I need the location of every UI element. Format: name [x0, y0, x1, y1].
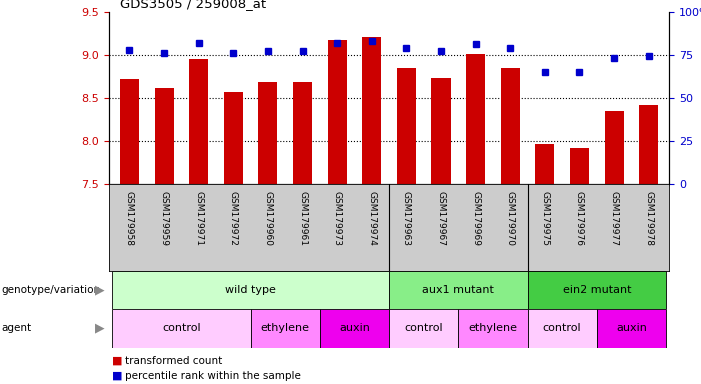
Bar	[112, 309, 250, 348]
Text: ■: ■	[112, 371, 123, 381]
Bar	[397, 68, 416, 184]
Text: ▶: ▶	[95, 283, 104, 296]
Bar	[597, 309, 666, 348]
Text: GDS3505 / 259008_at: GDS3505 / 259008_at	[120, 0, 266, 10]
Bar	[120, 79, 139, 184]
Text: GSM179978: GSM179978	[644, 191, 653, 246]
Text: GSM179972: GSM179972	[229, 191, 238, 246]
Text: GSM179971: GSM179971	[194, 191, 203, 246]
Text: ethylene: ethylene	[468, 323, 517, 333]
Text: GSM179961: GSM179961	[298, 191, 307, 246]
Text: GSM179969: GSM179969	[471, 191, 480, 246]
Text: GSM179963: GSM179963	[402, 191, 411, 246]
Text: ■: ■	[112, 356, 123, 366]
Text: auxin: auxin	[616, 323, 647, 333]
Bar	[320, 309, 389, 348]
Text: control: control	[162, 323, 200, 333]
Text: GSM179976: GSM179976	[575, 191, 584, 246]
Text: control: control	[543, 323, 581, 333]
Bar	[362, 38, 381, 184]
Bar	[528, 271, 666, 309]
Text: percentile rank within the sample: percentile rank within the sample	[125, 371, 301, 381]
Text: auxin: auxin	[339, 323, 370, 333]
Bar	[250, 309, 320, 348]
Text: GSM179959: GSM179959	[160, 191, 168, 246]
Bar	[501, 68, 519, 184]
Bar	[389, 309, 458, 348]
Text: ein2 mutant: ein2 mutant	[562, 285, 631, 295]
Text: GSM179975: GSM179975	[540, 191, 550, 246]
Bar	[259, 83, 278, 184]
Text: genotype/variation: genotype/variation	[1, 285, 100, 295]
Text: GSM179967: GSM179967	[437, 191, 445, 246]
Bar	[112, 271, 389, 309]
Text: wild type: wild type	[225, 285, 276, 295]
Text: ▶: ▶	[95, 322, 104, 335]
Bar	[639, 105, 658, 184]
Bar	[536, 144, 554, 184]
Text: aux1 mutant: aux1 mutant	[422, 285, 494, 295]
Bar	[528, 309, 597, 348]
Text: GSM179970: GSM179970	[505, 191, 515, 246]
Bar	[466, 54, 485, 184]
Bar	[389, 271, 528, 309]
Text: GSM179974: GSM179974	[367, 191, 376, 246]
Bar	[431, 78, 451, 184]
Text: GSM179977: GSM179977	[610, 191, 618, 246]
Text: transformed count: transformed count	[125, 356, 222, 366]
Text: GSM179973: GSM179973	[333, 191, 341, 246]
Text: GSM179960: GSM179960	[264, 191, 273, 246]
Bar	[604, 111, 624, 184]
Bar	[458, 309, 528, 348]
Text: agent: agent	[1, 323, 32, 333]
Text: GSM179958: GSM179958	[125, 191, 134, 246]
Bar	[570, 148, 589, 184]
Text: control: control	[404, 323, 443, 333]
Bar	[224, 92, 243, 184]
Text: ethylene: ethylene	[261, 323, 310, 333]
Bar	[189, 59, 208, 184]
Bar	[154, 88, 174, 184]
Bar	[293, 83, 312, 184]
Bar	[327, 40, 347, 184]
